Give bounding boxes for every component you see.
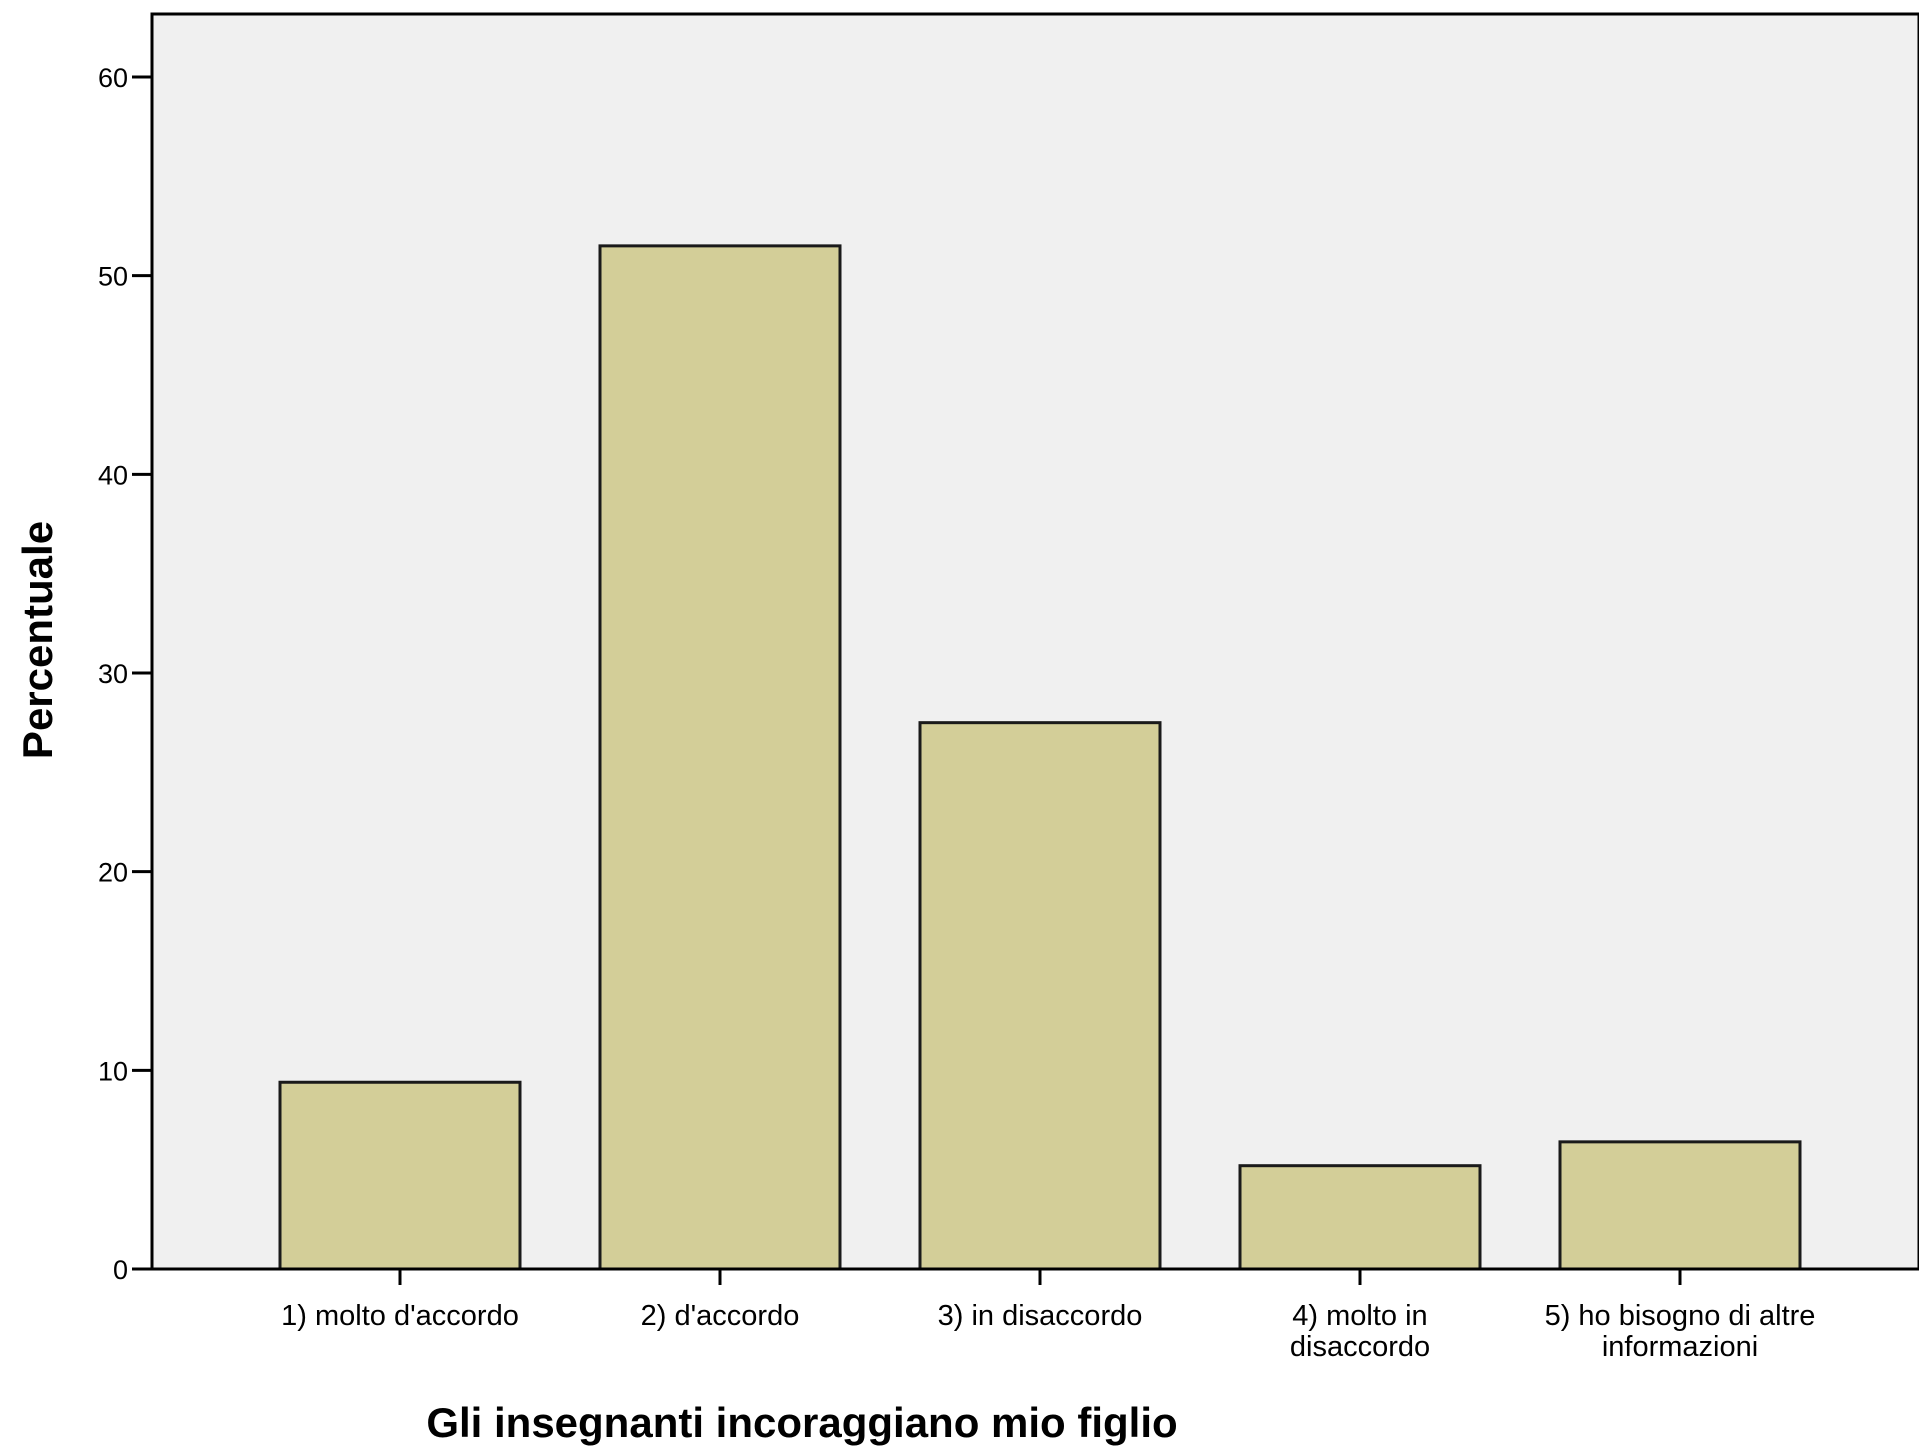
x-tick-label-4-line-0: 5) ho bisogno di altre <box>1545 1300 1816 1332</box>
y-tick-label-1: 10 <box>98 1056 128 1086</box>
bar-0 <box>278 1080 522 1271</box>
y-tick-label-6: 60 <box>98 63 128 93</box>
bar-3 <box>1238 1164 1482 1271</box>
y-tick-label-4: 40 <box>98 460 128 490</box>
x-axis-title: Gli insegnanti incoraggiano mio figlio <box>426 1399 1177 1446</box>
x-tick-label-3-line-0: 4) molto in <box>1292 1300 1427 1332</box>
bar-1 <box>598 244 842 1271</box>
y-tick-label-0: 0 <box>113 1255 128 1285</box>
bar-4 <box>1558 1140 1802 1271</box>
y-tick-label-5: 50 <box>98 262 128 292</box>
bar-2 <box>918 721 1162 1271</box>
x-tick-label-3-line-1: disaccordo <box>1290 1331 1430 1363</box>
y-tick-label-3: 30 <box>98 659 128 689</box>
x-tick-label-0-line-0: 1) molto d'accordo <box>281 1300 519 1332</box>
x-axis-tick-labels: 1) molto d'accordo 2) d'accordo 3) in disa… <box>281 1269 1815 1363</box>
y-axis-title: Percentuale <box>14 521 61 759</box>
x-tick-label-4-line-1: informazioni <box>1602 1331 1758 1363</box>
x-tick-label-1-line-0: 2) d'accordo <box>641 1300 800 1332</box>
x-tick-label-2-line-0: 3) in disaccordo <box>938 1300 1143 1332</box>
y-tick-label-2: 20 <box>98 858 128 888</box>
y-axis-ticks: 0 10 20 30 40 50 60 <box>98 63 152 1285</box>
